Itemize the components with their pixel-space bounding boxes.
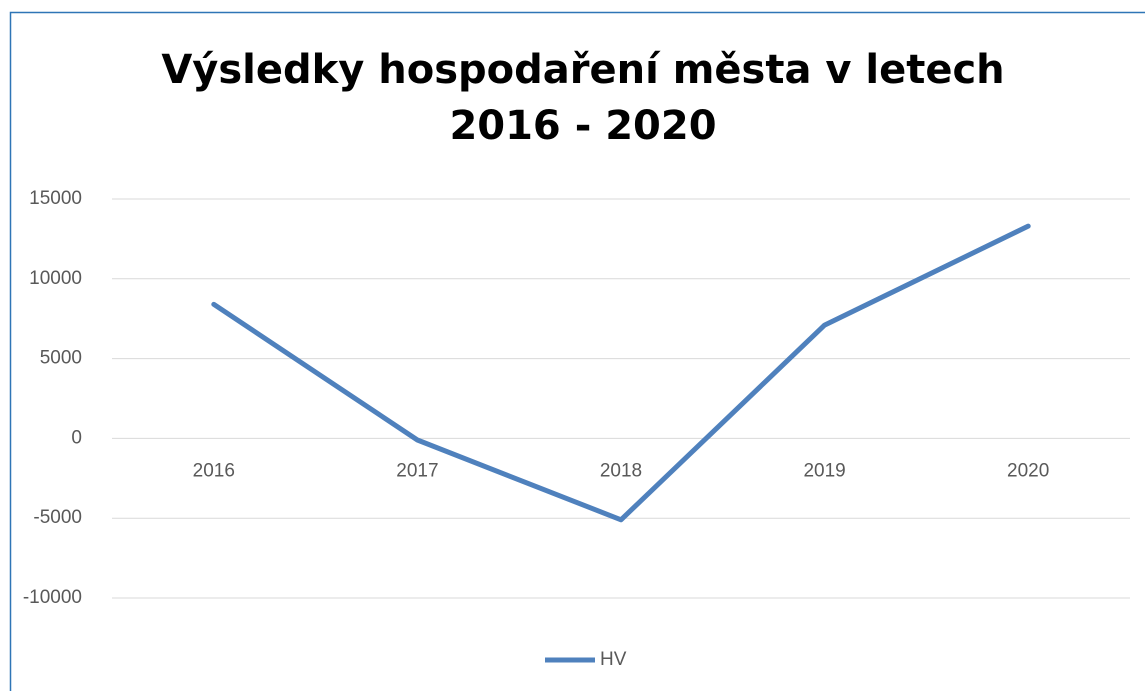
chart-title: 2016 - 2020 (449, 103, 716, 149)
x-tick-label: 2018 (600, 460, 642, 481)
x-tick-label: 2017 (396, 460, 438, 481)
data-line (211, 223, 1031, 523)
x-tick-label: 2020 (1007, 460, 1049, 481)
y-tick-label: -5000 (33, 507, 82, 528)
y-tick-label: 15000 (29, 188, 82, 209)
chart-frame (9, 11, 1145, 691)
x-tick-label: 2019 (803, 460, 845, 481)
chart-title: Výsledky hospodaření města v letech (161, 47, 1004, 93)
x-tick-label: 2016 (193, 460, 235, 481)
y-tick-label: -10000 (23, 587, 82, 608)
legend-label: HV (600, 649, 627, 670)
y-tick-label: 0 (71, 427, 82, 448)
y-tick-label: 5000 (40, 348, 82, 369)
y-tick-label: 10000 (29, 268, 82, 289)
